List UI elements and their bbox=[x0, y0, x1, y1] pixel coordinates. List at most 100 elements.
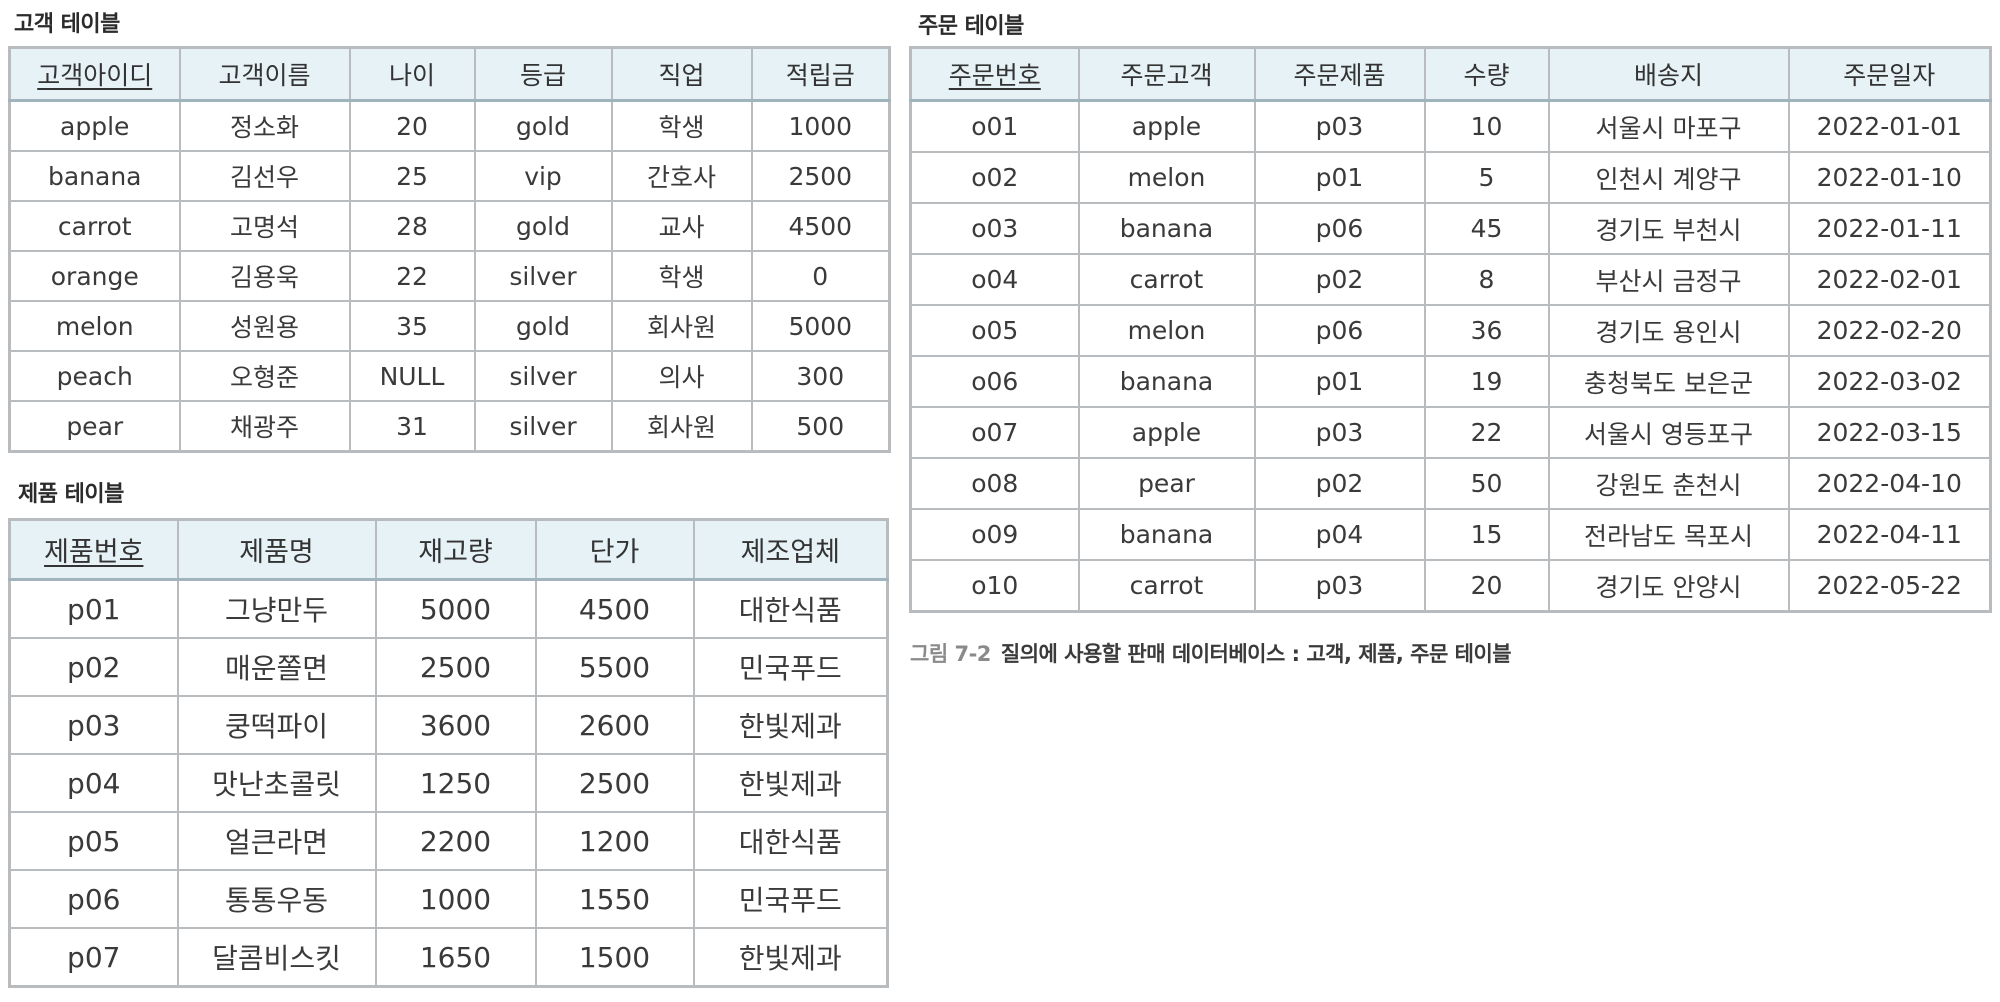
column-header-label: 제조업체 bbox=[740, 537, 840, 568]
order-table: 주문번호 주문고객 주문제품 수량 배송지 주문일자 o01 apple p03 10 서울시 마… bbox=[909, 46, 1992, 613]
table-cell: 김선우 bbox=[178, 150, 351, 202]
table-cell: o01 bbox=[909, 99, 1080, 153]
table-cell: 5 bbox=[1423, 151, 1550, 204]
table-header-row: 제품번호 제품명 재고량 단가 제조업체 bbox=[8, 518, 889, 581]
table-cell: carrot bbox=[1077, 559, 1256, 613]
table-row: o04 carrot p02 8 부산시 금정구 2022-02-01 bbox=[909, 253, 1992, 306]
table-row: p02 매운쫄면 2500 5500 민국푸드 bbox=[8, 637, 889, 697]
table-cell: 2022-01-11 bbox=[1787, 202, 1992, 255]
table-cell: apple bbox=[1077, 406, 1256, 459]
table-header-row: 고객아이디 고객이름 나이 등급 직업 적립금 bbox=[8, 46, 891, 102]
table-cell: 4500 bbox=[750, 200, 891, 252]
table-cell: p07 bbox=[8, 927, 179, 988]
table-cell: 회사원 bbox=[610, 300, 753, 352]
table-cell: 간호사 bbox=[610, 150, 753, 202]
column-header-label: 고객이름 bbox=[218, 61, 311, 90]
table-cell: 2022-05-22 bbox=[1787, 559, 1992, 613]
table-cell: 학생 bbox=[610, 250, 753, 302]
table-cell: banana bbox=[8, 150, 181, 202]
table-row: peach 오형준 NULL silver 의사 300 bbox=[8, 350, 891, 402]
table-cell: 2022-04-10 bbox=[1787, 457, 1992, 510]
table-cell: 서울시 마포구 bbox=[1547, 99, 1790, 153]
table-cell: 달콤비스킷 bbox=[176, 927, 377, 988]
table-cell: o06 bbox=[909, 355, 1080, 408]
table-cell: 고명석 bbox=[178, 200, 351, 252]
table-cell: 2022-03-02 bbox=[1787, 355, 1992, 408]
table-cell: melon bbox=[1077, 151, 1256, 204]
table-cell: 500 bbox=[750, 400, 891, 453]
table-cell: peach bbox=[8, 350, 181, 402]
column-header: 주문제품 bbox=[1253, 46, 1426, 102]
table-cell: 회사원 bbox=[610, 400, 753, 453]
table-cell: 성원용 bbox=[178, 300, 351, 352]
table-cell: 28 bbox=[348, 200, 476, 252]
table-cell: p02 bbox=[1253, 457, 1426, 510]
table-cell: p03 bbox=[1253, 559, 1426, 613]
column-header: 주문번호 bbox=[909, 46, 1080, 102]
table-cell: p01 bbox=[1253, 151, 1426, 204]
column-header: 주문일자 bbox=[1787, 46, 1992, 102]
table-cell: melon bbox=[1077, 304, 1256, 357]
table-row: o09 banana p04 15 전라남도 목포시 2022-04-11 bbox=[909, 508, 1992, 561]
table-cell: 2022-01-01 bbox=[1787, 99, 1992, 153]
table-row: o06 banana p01 19 충청북도 보은군 2022-03-02 bbox=[909, 355, 1992, 408]
table-cell: 2500 bbox=[534, 753, 695, 813]
column-header: 적립금 bbox=[750, 46, 891, 102]
column-header-label: 제품번호 bbox=[44, 537, 144, 568]
table-cell: NULL bbox=[348, 350, 476, 402]
table-cell: o03 bbox=[909, 202, 1080, 255]
table-row: o05 melon p06 36 경기도 용인시 2022-02-20 bbox=[909, 304, 1992, 357]
column-header-label: 등급 bbox=[519, 61, 566, 90]
table-cell: 학생 bbox=[610, 99, 753, 152]
table-cell: gold bbox=[473, 99, 613, 152]
table-row: p01 그냥만두 5000 4500 대한식품 bbox=[8, 578, 889, 639]
product-table-title: 제품 테이블 bbox=[18, 482, 124, 507]
table-cell: 대한식품 bbox=[692, 811, 889, 871]
table-cell: 인천시 계양구 bbox=[1547, 151, 1790, 204]
column-header-label: 나이 bbox=[388, 61, 435, 90]
table-cell: p02 bbox=[8, 637, 179, 697]
table-cell: o09 bbox=[909, 508, 1080, 561]
table-cell: 정소화 bbox=[178, 99, 351, 152]
table-cell: banana bbox=[1077, 202, 1256, 255]
table-cell: 경기도 부천시 bbox=[1547, 202, 1790, 255]
table-row: melon 성원용 35 gold 회사원 5000 bbox=[8, 300, 891, 352]
column-header: 수량 bbox=[1423, 46, 1550, 102]
table-cell: 2022-02-20 bbox=[1787, 304, 1992, 357]
table-cell: banana bbox=[1077, 355, 1256, 408]
column-header-label: 재고량 bbox=[418, 537, 493, 568]
table-cell: 한빛제과 bbox=[692, 753, 889, 813]
table-cell: apple bbox=[1077, 99, 1256, 153]
table-cell: 2200 bbox=[374, 811, 537, 871]
customer-table-title: 고객 테이블 bbox=[14, 12, 120, 37]
table-cell: 부산시 금정구 bbox=[1547, 253, 1790, 306]
table-cell: 충청북도 보은군 bbox=[1547, 355, 1790, 408]
column-header: 등급 bbox=[473, 46, 613, 102]
table-cell: 강원도 춘천시 bbox=[1547, 457, 1790, 510]
table-cell: 5000 bbox=[374, 578, 537, 639]
table-row: p06 통통우동 1000 1550 민국푸드 bbox=[8, 869, 889, 929]
table-cell: 민국푸드 bbox=[692, 869, 889, 929]
table-cell: 1250 bbox=[374, 753, 537, 813]
table-cell: 15 bbox=[1423, 508, 1550, 561]
table-cell: 김용욱 bbox=[178, 250, 351, 302]
table-row: carrot 고명석 28 gold 교사 4500 bbox=[8, 200, 891, 252]
table-cell: 얼큰라면 bbox=[176, 811, 377, 871]
table-cell: 31 bbox=[348, 400, 476, 453]
column-header: 재고량 bbox=[374, 518, 537, 581]
table-row: o02 melon p01 5 인천시 계양구 2022-01-10 bbox=[909, 151, 1992, 204]
column-header-label: 주문제품 bbox=[1293, 61, 1386, 90]
table-row: o10 carrot p03 20 경기도 안양시 2022-05-22 bbox=[909, 559, 1992, 613]
table-cell: 2500 bbox=[750, 150, 891, 202]
column-header: 제품명 bbox=[176, 518, 377, 581]
column-header: 고객이름 bbox=[178, 46, 351, 102]
table-cell: 서울시 영등포구 bbox=[1547, 406, 1790, 459]
table-cell: 19 bbox=[1423, 355, 1550, 408]
table-cell: 1000 bbox=[750, 99, 891, 152]
table-cell: 2022-02-01 bbox=[1787, 253, 1992, 306]
table-cell: o10 bbox=[909, 559, 1080, 613]
column-header: 배송지 bbox=[1547, 46, 1790, 102]
table-row: pear 채광주 31 silver 회사원 500 bbox=[8, 400, 891, 453]
column-header-label: 주문고객 bbox=[1120, 61, 1213, 90]
table-cell: 교사 bbox=[610, 200, 753, 252]
